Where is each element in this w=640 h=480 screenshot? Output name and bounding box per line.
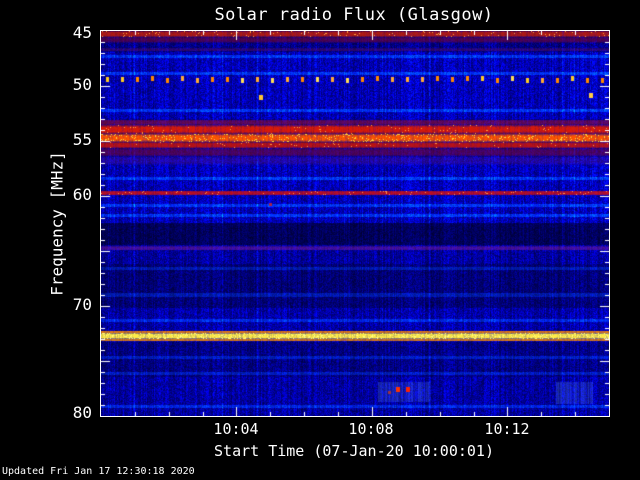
- y-tick-label-50: 50: [72, 75, 92, 94]
- updated-timestamp: Updated Fri Jan 17 12:30:18 2020: [2, 466, 195, 477]
- x-axis-label: Start Time (07-Jan-20 10:00:01): [214, 442, 494, 460]
- x-tick-label-1012: 10:12: [484, 420, 530, 438]
- y-tick-label-45: 45: [72, 23, 92, 42]
- y-tick-label-55: 55: [72, 130, 92, 149]
- y-tick-label-60: 60: [72, 185, 92, 204]
- chart-title: Solar radio Flux (Glasgow): [214, 5, 494, 25]
- y-tick-label-70: 70: [72, 295, 92, 314]
- x-tick-label-1008: 10:08: [348, 420, 394, 438]
- x-tick-label-1004: 10:04: [213, 420, 259, 438]
- spectrogram-canvas: [100, 30, 610, 417]
- y-tick-label-80: 80: [72, 403, 92, 422]
